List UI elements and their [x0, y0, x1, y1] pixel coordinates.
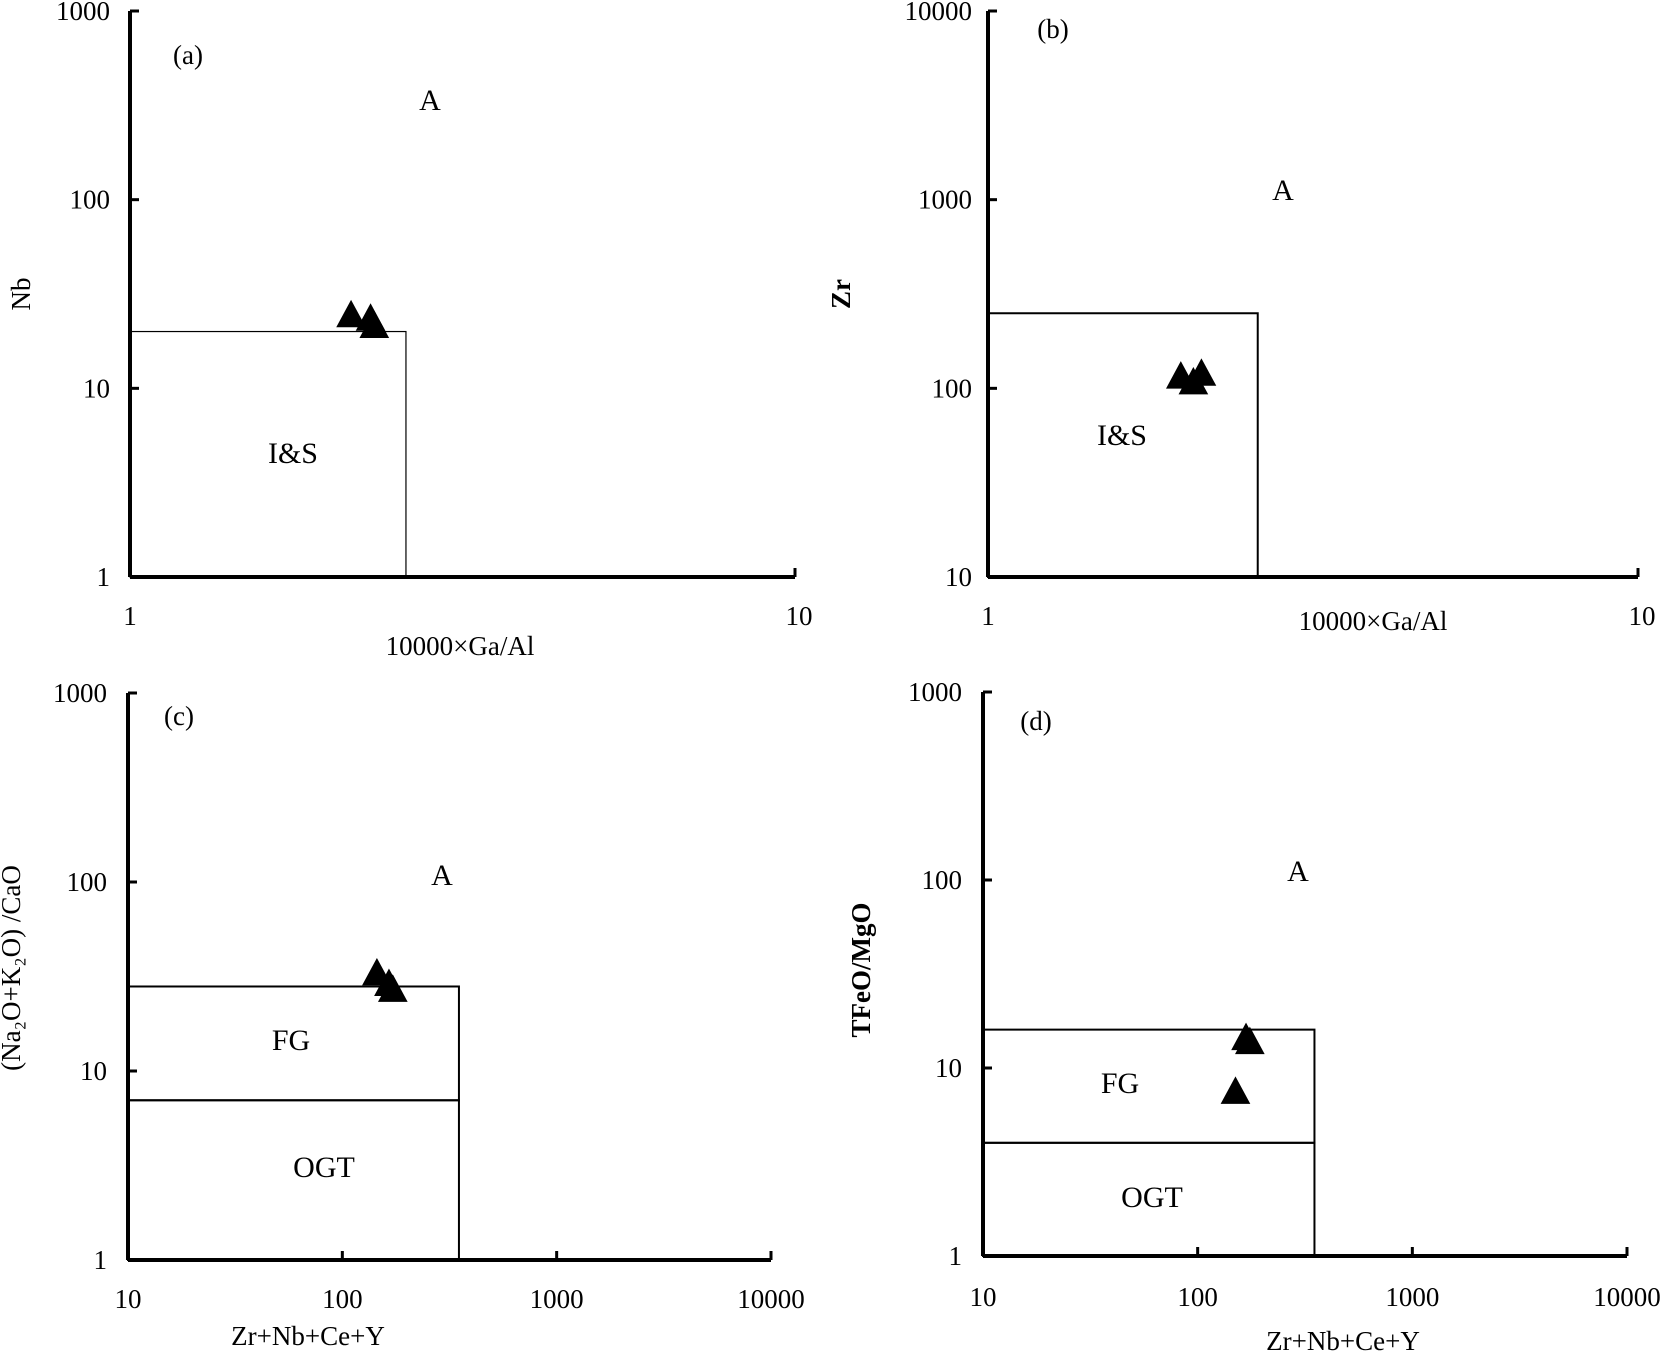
x-axis-label: 10000×Ga/Al: [1299, 606, 1448, 636]
region-label-a: A: [419, 84, 441, 117]
y-tick-label: 10000: [905, 0, 973, 26]
region-boundary-fg: [982, 1028, 1316, 1144]
x-tick-label: 100: [1177, 1282, 1218, 1312]
y-tick-label: 10: [80, 1056, 107, 1086]
chart-panel-2: 10 100 1000 10000 1 10 10000×Ga/Al Zr (b) A I&S: [826, 0, 1656, 636]
y-axis-label: Zr: [826, 279, 856, 309]
y-tick-label: 10: [935, 1053, 962, 1083]
panel-label: (d): [1020, 706, 1051, 736]
y-tick-label: 100: [932, 373, 973, 403]
data-point: [1186, 358, 1217, 386]
region-label-fg: FG: [272, 1024, 310, 1057]
y-tick-label: 10: [83, 373, 110, 403]
y-tick-label: 1: [949, 1241, 963, 1271]
data-point: [336, 299, 366, 328]
region-label-a: A: [431, 859, 453, 892]
y-tick-label: 100: [67, 867, 108, 897]
region-label-fg: FG: [1101, 1067, 1139, 1100]
x-tick-label: 1000: [530, 1284, 584, 1314]
x-tick-label: 10: [1629, 601, 1656, 631]
data-point: [359, 310, 390, 339]
data-point: [1220, 1076, 1251, 1104]
x-tick-label: 10000: [737, 1284, 805, 1314]
y-tick-label: 1: [94, 1245, 108, 1275]
panel-label: (c): [164, 701, 194, 731]
y-axis-label: Nb: [6, 278, 36, 311]
y-axis-label: (Na₂O+K₂O) /CaO: [0, 865, 26, 1071]
y-tick-label: 100: [922, 865, 963, 895]
region-label-is: I&S: [1097, 419, 1147, 452]
panel-label: (b): [1037, 14, 1068, 44]
data-point: [1235, 1026, 1265, 1055]
y-tick-label: 1000: [918, 185, 972, 215]
region-label-a: A: [1272, 174, 1294, 207]
y-tick-label: 100: [70, 185, 111, 215]
x-axis-label: Zr+Nb+Ce+Y: [1266, 1326, 1420, 1356]
y-tick-label: 1000: [56, 0, 110, 26]
region-label-ogt: OGT: [293, 1151, 355, 1184]
y-tick-label: 1: [97, 562, 111, 592]
x-tick-label: 10: [786, 601, 813, 631]
y-tick-label: 10: [945, 562, 972, 592]
y-tick-label: 1000: [53, 678, 107, 708]
region-label-a: A: [1287, 855, 1309, 888]
x-tick-label: 100: [322, 1284, 363, 1314]
x-tick-label: 1: [981, 601, 995, 631]
x-axis-label: 10000×Ga/Al: [386, 631, 535, 661]
panel-label: (a): [173, 40, 203, 70]
x-axis-label: Zr+Nb+Ce+Y: [231, 1321, 385, 1351]
x-tick-label: 10: [115, 1284, 142, 1314]
region-label-ogt: OGT: [1121, 1181, 1183, 1214]
x-tick-label: 1: [123, 601, 137, 631]
x-tick-label: 1000: [1385, 1282, 1439, 1312]
region-label-is: I&S: [268, 437, 318, 470]
y-tick-label: 1000: [908, 677, 962, 707]
x-tick-label: 10: [970, 1282, 997, 1312]
y-axis-label: TFeO/MgO: [846, 903, 876, 1038]
x-tick-label: 10000: [1593, 1282, 1661, 1312]
data-point: [377, 974, 408, 1002]
chart-panel-1: 1 10 100 1000 1 10 10000×Ga/Al Nb (a) A I&S: [6, 0, 813, 661]
